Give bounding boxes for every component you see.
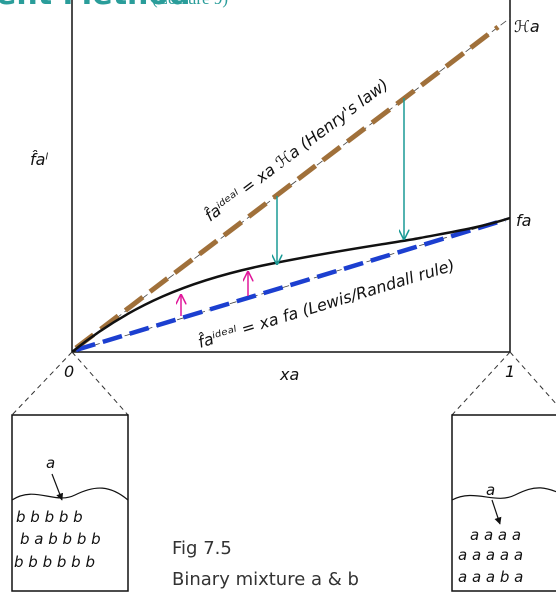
caption-figure: Fig 7.5 <box>172 538 232 559</box>
subtitle: (Lecture 9) <box>152 0 228 8</box>
henry-label: f̂aⁱᵈᵉᵃˡ = xa ℋa (Henry's law) <box>201 75 392 225</box>
right-box-group: a a a a a a a a a a a a a b a <box>452 415 556 591</box>
right-arrow <box>492 500 500 524</box>
right-solute: a <box>486 481 495 499</box>
caption-text: Binary mixture a & b <box>172 569 359 590</box>
page: ent Method (Lecture 9) ℋa f̂aˡ f̂aⁱᵈᵉᵃˡ … <box>0 0 556 603</box>
pure-label: fa <box>516 211 531 230</box>
left-row: b a b b b b <box>20 530 101 548</box>
left-surface <box>12 488 128 500</box>
x-label: xa <box>279 365 299 384</box>
left-arrow <box>52 474 62 500</box>
x-start: 0 <box>64 362 74 381</box>
right-box <box>452 415 556 591</box>
right-row: a a a a <box>470 526 521 544</box>
henry-end-label: ℋa <box>514 17 540 36</box>
henry-dashed <box>76 27 498 348</box>
right-row: a a a a a <box>458 546 523 564</box>
y-label: f̂aˡ <box>30 150 48 169</box>
left-row: b b b b b <box>16 508 83 526</box>
lewis-label: f̂aⁱᵈᵉᵃˡ = xa fa (Lewis/Randall rule) <box>196 255 457 351</box>
right-surface <box>452 488 556 500</box>
right-row: a a a b a <box>458 568 523 586</box>
left-solute: a <box>46 454 55 472</box>
left-row: b b b b b b <box>14 553 95 571</box>
lewis-dashed <box>76 220 505 350</box>
x-end: 1 <box>505 362 515 381</box>
